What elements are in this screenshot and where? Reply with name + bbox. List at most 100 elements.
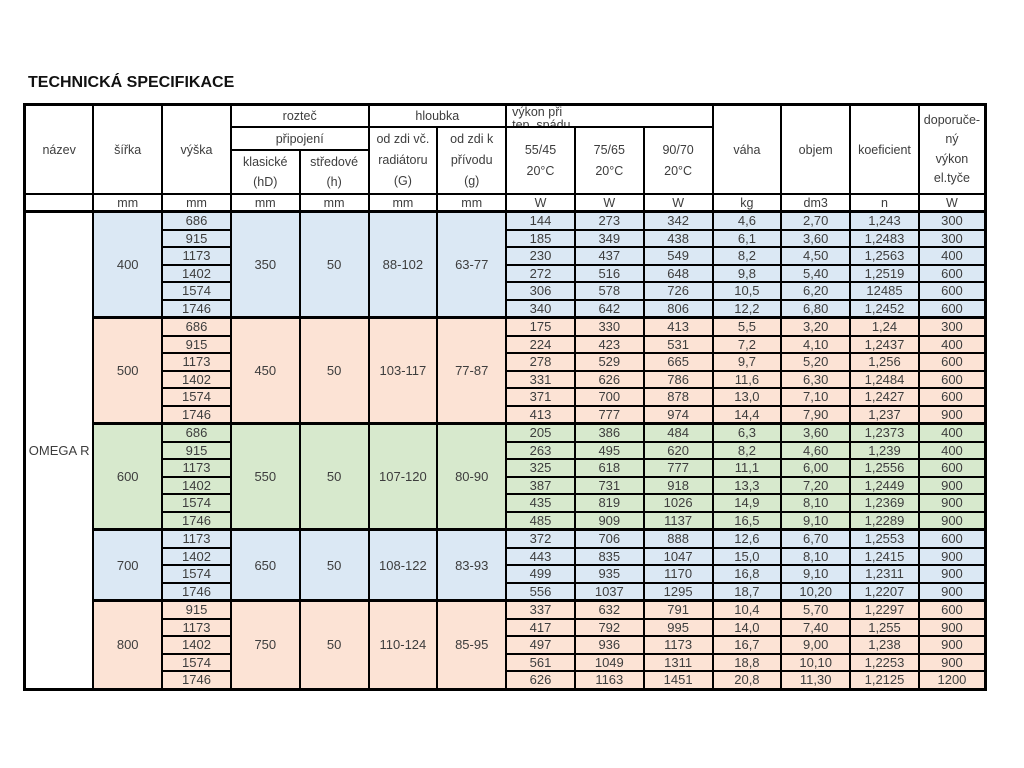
roztec-klasicke-cell: 450 <box>229 316 301 425</box>
koeficient-cell: 1,2556 <box>849 458 920 478</box>
hloubka-g-cell: 77-87 <box>436 316 508 425</box>
sirka-cell: 800 <box>92 599 164 690</box>
vyska-cell: 915 <box>161 334 232 354</box>
vykon-75-65-cell: 731 <box>573 475 645 495</box>
doporuceny-vykon-cell: 600 <box>917 281 987 301</box>
doporuceny-vykon-cell: 600 <box>917 298 987 319</box>
vaha-cell: 13,3 <box>711 475 783 495</box>
vykon-55-45-cell: 556 <box>505 581 576 602</box>
doporuceny-vykon-cell: 600 <box>917 387 987 407</box>
roztec-stredove-cell: 50 <box>298 422 370 531</box>
vykon-55-45-cell: 325 <box>505 458 576 478</box>
vaha-cell: 10,4 <box>711 599 783 620</box>
vyska-cell: 1402 <box>161 263 232 283</box>
unit-kg: kg <box>711 193 783 213</box>
doporuceny-vykon-cell: 900 <box>917 510 987 531</box>
objem-cell: 11,30 <box>780 670 852 690</box>
vyska-cell: 1746 <box>161 404 232 425</box>
vykon-75-65-cell: 706 <box>573 528 645 549</box>
hloubka-G-cell: 103-117 <box>367 316 439 425</box>
objem-cell: 8,10 <box>780 493 852 513</box>
vyska-cell: 1173 <box>161 246 232 266</box>
page-title: TECHNICKÁ SPECIFIKACE <box>28 74 235 91</box>
vykon-55-45-cell: 497 <box>505 635 576 655</box>
koeficient-cell: 1,239 <box>849 440 920 460</box>
table-row: 500 686 450 50 103-117 77-87 175 330 413 5,5 3,20 1… <box>25 316 987 425</box>
vykon-90-70-cell: 549 <box>642 246 714 266</box>
vykon-75-65-cell: 349 <box>573 228 645 248</box>
vykon-55-45-cell: 337 <box>505 599 576 620</box>
vaha-cell: 8,2 <box>711 440 783 460</box>
vykon-75-65-cell: 1049 <box>573 652 645 672</box>
vykon-75-65-cell: 935 <box>573 564 645 584</box>
objem-cell: 6,20 <box>780 281 852 301</box>
vykon-55-45-cell: 499 <box>505 564 576 584</box>
koeficient-cell: 1,2427 <box>849 387 920 407</box>
vykon-75-65-cell: 1037 <box>573 581 645 602</box>
unit-mm: mm <box>436 193 508 213</box>
vyska-cell: 1402 <box>161 546 232 566</box>
vykon-75-65-cell: 819 <box>573 493 645 513</box>
objem-cell: 9,00 <box>780 635 852 655</box>
table-row: 1402 497 936 1173 16,7 9,00 1,238 900 <box>25 635 987 655</box>
table-row: 1746 340 642 806 12,2 6,80 1,2452 600 <box>25 298 987 319</box>
vykon-90-70-cell: 648 <box>642 263 714 283</box>
vykon-90-70-cell: 806 <box>642 298 714 319</box>
vykon-75-65-cell: 437 <box>573 246 645 266</box>
vaha-cell: 9,7 <box>711 352 783 372</box>
vyska-cell: 1173 <box>161 528 232 549</box>
table-row: 915 263 495 620 8,2 4,60 1,239 400 <box>25 440 987 460</box>
koeficient-cell: 1,2415 <box>849 546 920 566</box>
vykon-90-70-cell: 484 <box>642 422 714 443</box>
vyska-cell: 1746 <box>161 581 232 602</box>
vykon-55-45-cell: 306 <box>505 281 576 301</box>
vaha-cell: 11,1 <box>711 458 783 478</box>
vykon-90-70-cell: 1026 <box>642 493 714 513</box>
vykon-90-70-cell: 777 <box>642 458 714 478</box>
spec-table: název šířka výška rozteč hloubka výkon p… <box>23 103 987 691</box>
vaha-cell: 14,0 <box>711 617 783 637</box>
koeficient-cell: 1,255 <box>849 617 920 637</box>
vyska-cell: 915 <box>161 228 232 248</box>
table-row: 1574 371 700 878 13,0 7,10 1,2427 600 <box>25 387 987 407</box>
vykon-90-70-cell: 1451 <box>642 670 714 690</box>
koeficient-cell: 1,2483 <box>849 228 920 248</box>
roztec-klasicke-cell: 750 <box>229 599 301 690</box>
doporuceny-vykon-cell: 300 <box>917 316 987 337</box>
koeficient-cell: 1,2253 <box>849 652 920 672</box>
vaha-cell: 13,0 <box>711 387 783 407</box>
koeficient-cell: 12485 <box>849 281 920 301</box>
vykon-75-65-cell: 386 <box>573 422 645 443</box>
col-header-objem: objem <box>780 103 852 195</box>
vaha-cell: 16,8 <box>711 564 783 584</box>
col-header-roztec: rozteč <box>229 103 370 128</box>
table-row: 600 686 550 50 107-120 80-90 205 386 484 6,3 3,60 1… <box>25 422 987 531</box>
doporuceny-vykon-cell: 1200 <box>917 670 987 690</box>
table-row: 1173 325 618 777 11,1 6,00 1,2556 600 <box>25 458 987 478</box>
objem-cell: 8,10 <box>780 546 852 566</box>
koeficient-cell: 1,256 <box>849 352 920 372</box>
objem-cell: 7,40 <box>780 617 852 637</box>
vykon-75-65-cell: 792 <box>573 617 645 637</box>
objem-cell: 6,70 <box>780 528 852 549</box>
objem-cell: 3,20 <box>780 316 852 337</box>
vykon-55-45-cell: 230 <box>505 246 576 266</box>
vyska-cell: 1402 <box>161 635 232 655</box>
table-row: 1746 626 1163 1451 20,8 11,30 1,2125 1200 <box>25 670 987 690</box>
doporuceny-vykon-cell: 300 <box>917 210 987 231</box>
vykon-55-45-cell: 372 <box>505 528 576 549</box>
objem-cell: 6,80 <box>780 298 852 319</box>
vaha-cell: 6,1 <box>711 228 783 248</box>
objem-cell: 5,40 <box>780 263 852 283</box>
table-row: 1574 561 1049 1311 18,8 10,10 1,2253 900 <box>25 652 987 672</box>
vykon-55-45-cell: 175 <box>505 316 576 337</box>
vyska-cell: 1402 <box>161 475 232 495</box>
doporuceny-vykon-cell: 400 <box>917 246 987 266</box>
vykon-75-65-cell: 642 <box>573 298 645 319</box>
vykon-55-45-cell: 278 <box>505 352 576 372</box>
koeficient-cell: 1,2563 <box>849 246 920 266</box>
vykon-55-45-cell: 626 <box>505 670 576 690</box>
vykon-55-45-cell: 435 <box>505 493 576 513</box>
col-header-vaha: váha <box>711 103 783 195</box>
table-row: 800 915 750 50 110-124 85-95 337 632 791 10,4 5,70… <box>25 599 987 690</box>
